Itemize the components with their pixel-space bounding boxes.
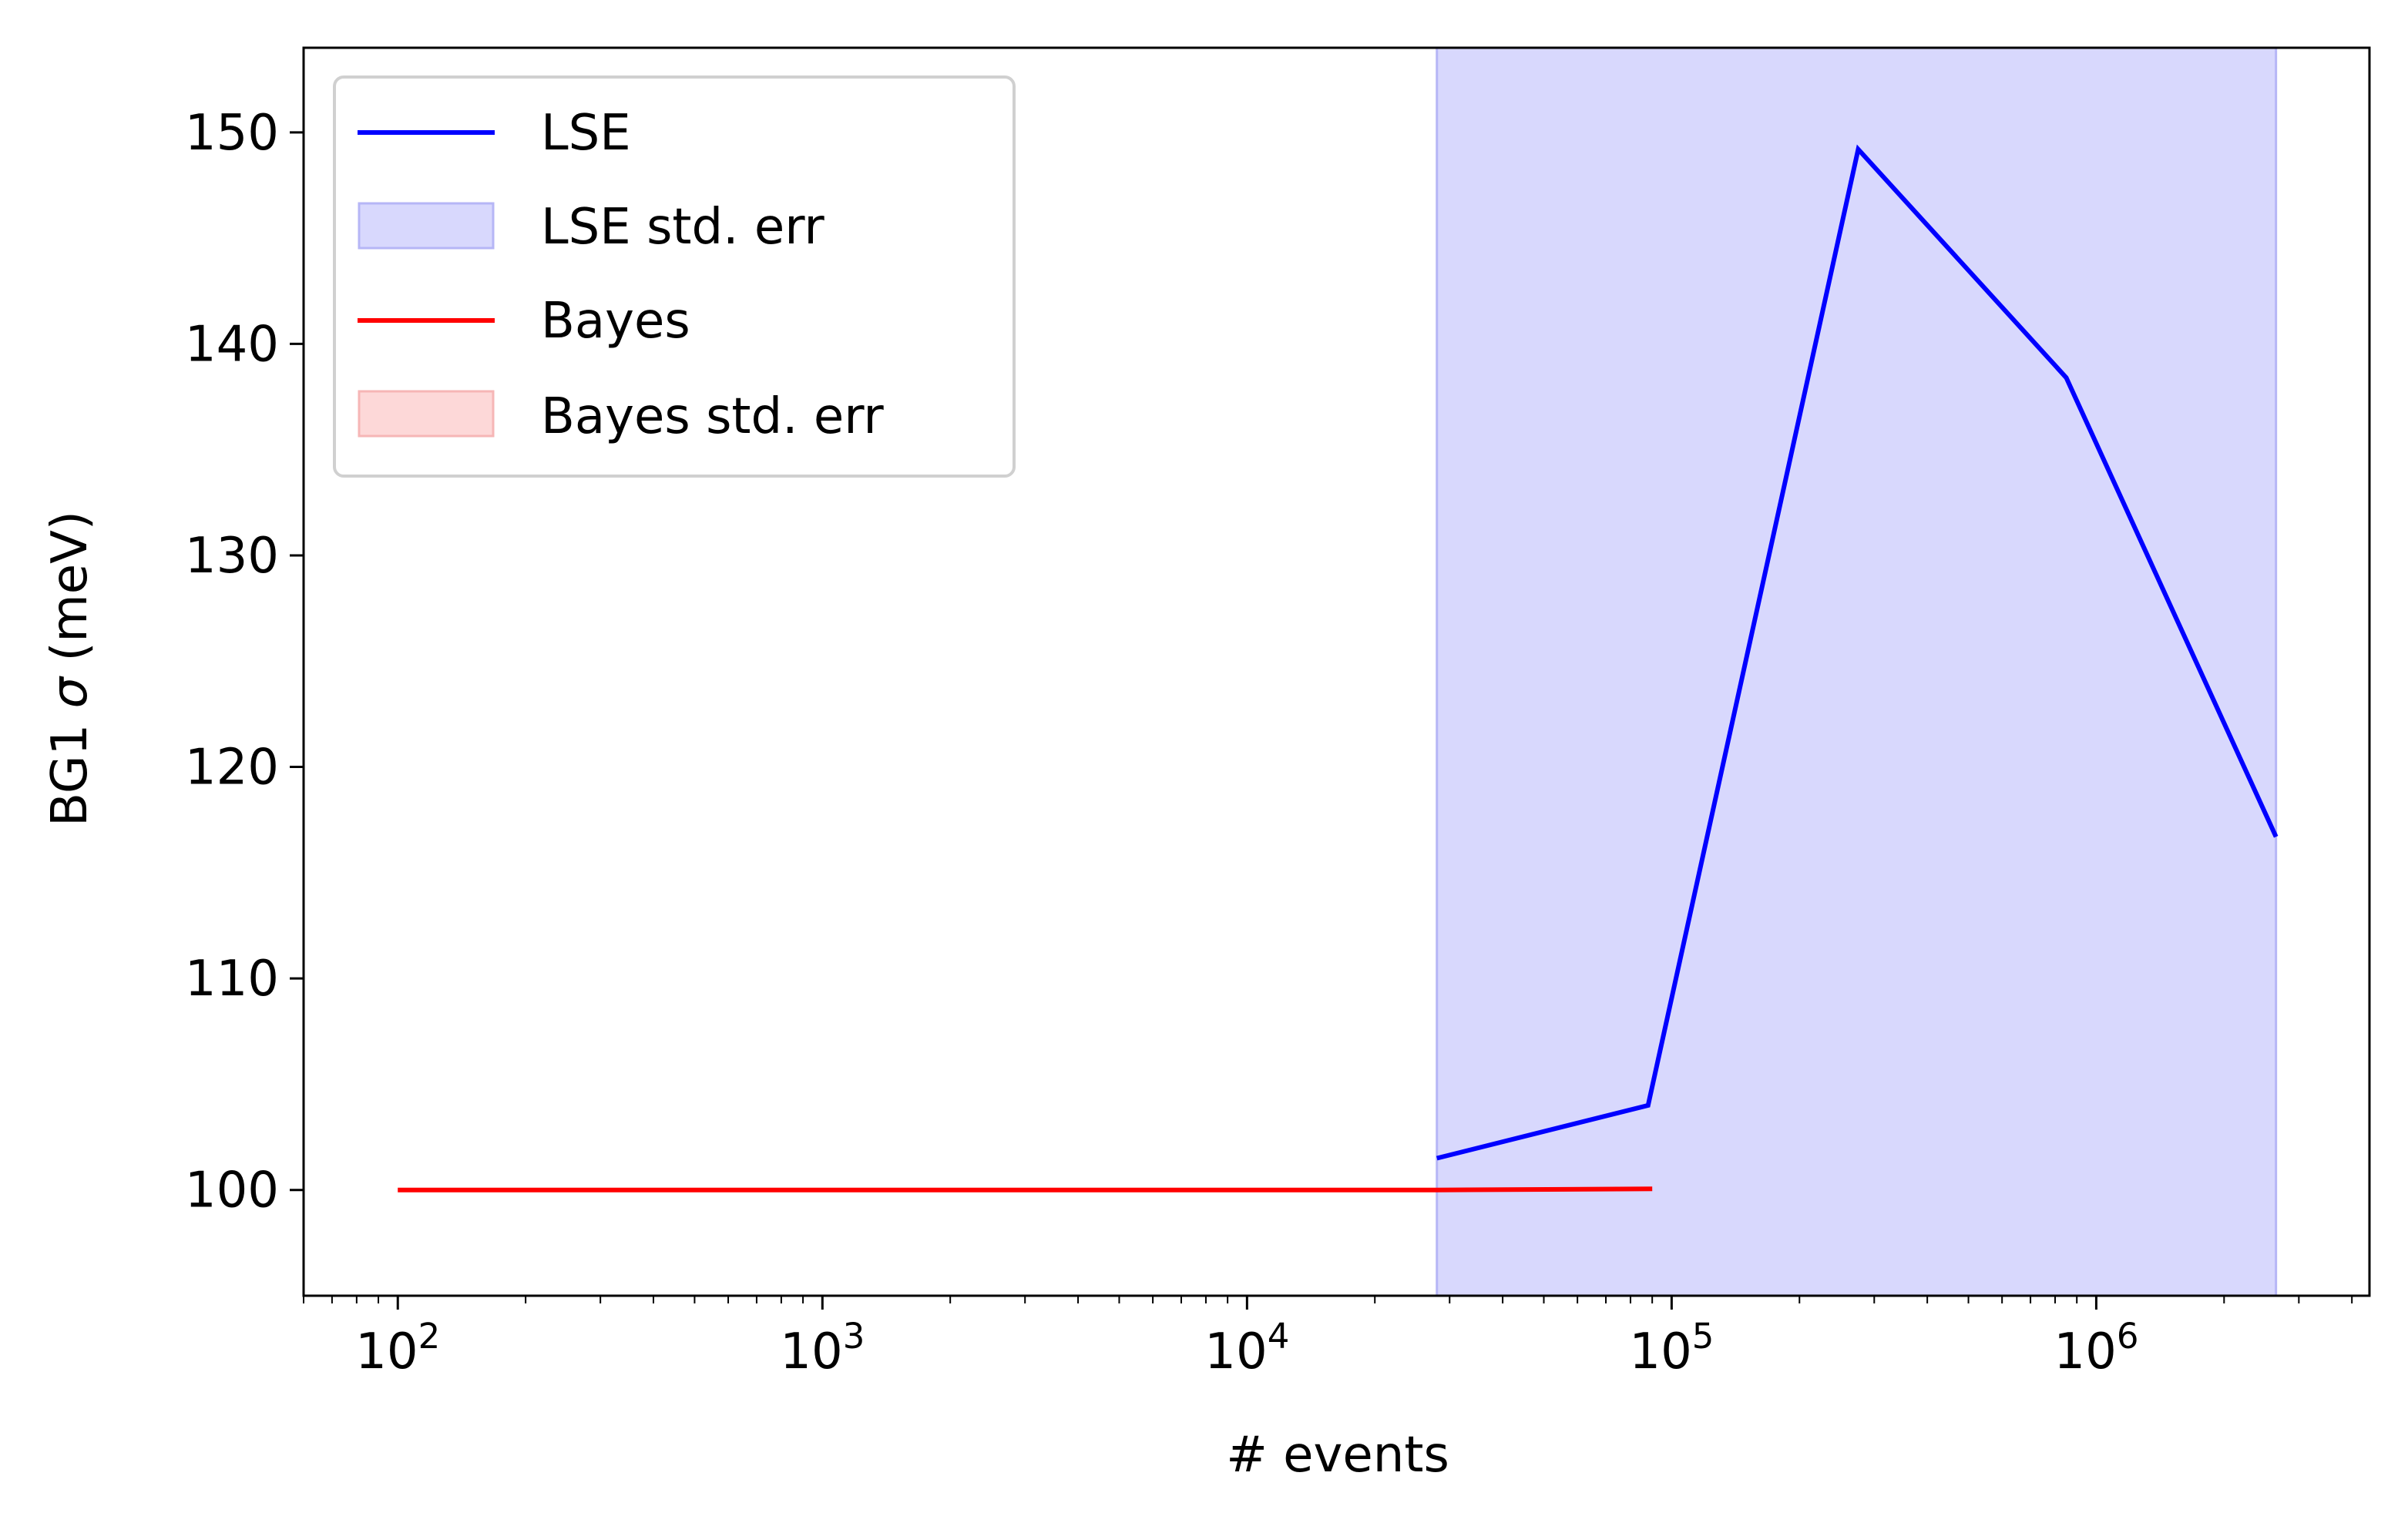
- legend-box: [333, 75, 1016, 478]
- x-axis-label: # events: [1226, 1427, 1449, 1484]
- y-axis-label-symbol: σ: [42, 675, 99, 708]
- x-tick-label: 106: [2054, 1316, 2138, 1380]
- legend-label: LSE std. err: [541, 199, 824, 256]
- legend-patch-lse-std-err: [358, 202, 495, 250]
- y-tick-label: 110: [185, 951, 279, 1008]
- y-axis: 100 110 120 130 140 150: [185, 105, 304, 1219]
- legend-item: LSE std. err: [358, 199, 824, 256]
- y-axis-label: BG1 σ (meV): [42, 511, 99, 827]
- legend-label: Bayes: [541, 293, 690, 350]
- legend-item: LSE: [358, 105, 631, 162]
- y-axis-label-suffix: (meV): [42, 511, 99, 677]
- legend-patch-bayes-std-err: [358, 390, 495, 438]
- x-tick-label: 104: [1204, 1316, 1289, 1380]
- series-layer: [398, 144, 2279, 1193]
- legend-label: LSE: [541, 105, 631, 162]
- legend-item: Bayes: [358, 293, 690, 350]
- y-tick-label: 150: [185, 105, 279, 162]
- series-line-lse: [1436, 144, 2279, 1161]
- legend: LSE LSE std. err Bayes Bayes std. err: [333, 75, 1016, 478]
- y-tick-label: 100: [185, 1162, 279, 1219]
- legend-label: Bayes std. err: [541, 388, 884, 445]
- y-tick-label: 130: [185, 528, 279, 585]
- x-axis: 102 103 104 105 106: [303, 1296, 2353, 1380]
- x-tick-label: 102: [355, 1316, 440, 1380]
- x-tick-label: 103: [780, 1316, 865, 1380]
- std-err-band: [1436, 46, 2278, 1297]
- y-axis-label-prefix: BG1: [42, 708, 99, 826]
- axes-frame: [302, 46, 2371, 1297]
- y-tick-label: 140: [185, 316, 279, 373]
- bands-layer: [1436, 46, 2278, 1297]
- y-tick-label: 120: [185, 740, 279, 797]
- legend-item: Bayes std. err: [358, 388, 884, 445]
- x-tick-label: 105: [1629, 1316, 1714, 1380]
